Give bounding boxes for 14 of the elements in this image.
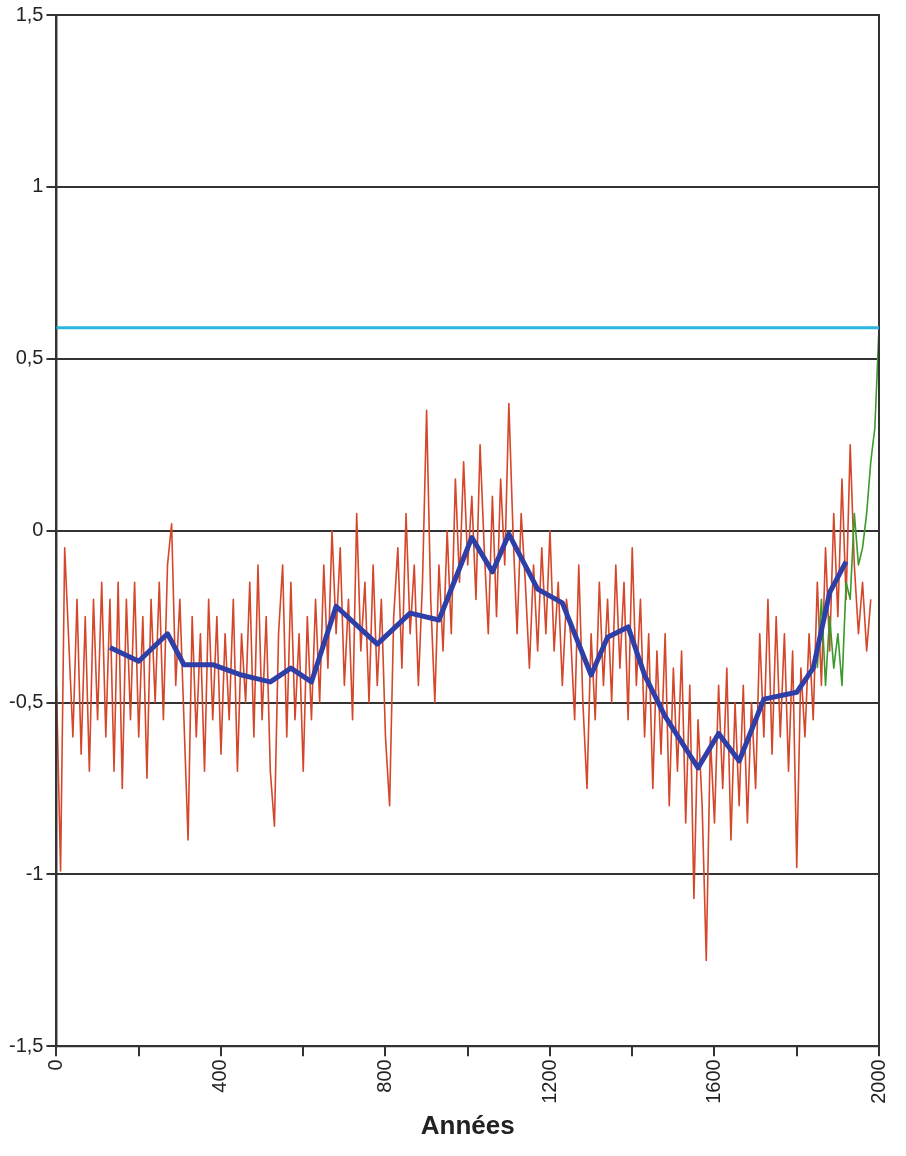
x-axis-title: Années: [420, 1109, 515, 1140]
y-tick-label: -0,5: [8, 690, 44, 713]
x-tick-label: 1600: [702, 1059, 725, 1104]
x-tick-label: 2000: [866, 1059, 889, 1104]
y-tick-label: -1: [25, 861, 44, 884]
x-tick-label: 400: [208, 1059, 231, 1093]
x-tick-label: 0: [43, 1059, 66, 1071]
y-tick-label: 1,5: [15, 2, 44, 25]
y-tick-label: 0: [32, 518, 44, 541]
x-tick-label: 800: [372, 1059, 395, 1093]
y-tick-label: 0,5: [15, 346, 44, 369]
x-tick-label: 1200: [537, 1059, 560, 1104]
y-tick-label: -1,5: [8, 1033, 44, 1056]
y-tick-label: 1: [32, 174, 44, 197]
